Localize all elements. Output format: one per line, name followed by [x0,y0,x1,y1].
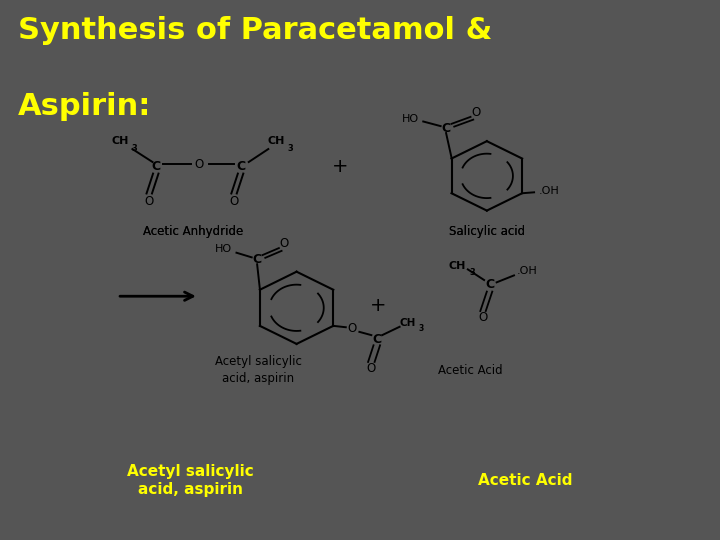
Text: CH: CH [111,136,129,146]
Text: CH: CH [400,318,416,328]
Text: CH: CH [267,136,284,146]
Text: .OH: .OH [517,266,538,276]
Text: O: O [348,322,357,335]
Text: 3: 3 [288,144,294,153]
Text: C: C [372,333,382,346]
Text: Salicylic acid: Salicylic acid [449,225,525,238]
Text: +: + [370,296,387,315]
Text: C: C [441,122,451,135]
Text: Acetic Anhydride: Acetic Anhydride [143,225,243,238]
Text: C: C [485,278,494,291]
Text: O: O [279,237,289,250]
Text: 3: 3 [132,144,138,153]
Text: Acetyl salicylic
acid, aspirin: Acetyl salicylic acid, aspirin [127,464,254,497]
Text: O: O [472,106,481,119]
Text: 3: 3 [419,323,424,333]
Text: O: O [194,158,203,171]
Text: O: O [366,362,376,375]
Text: Acetic Acid: Acetic Acid [438,364,503,377]
Text: C: C [152,160,161,173]
Text: Acetic Acid: Acetic Acid [478,473,573,488]
Text: C: C [237,160,246,173]
Text: Acetic Anhydride: Acetic Anhydride [143,225,243,238]
Text: 3: 3 [469,268,475,276]
Text: Synthesis of Paracetamol &: Synthesis of Paracetamol & [18,16,492,45]
Text: O: O [478,312,487,325]
Text: +: + [332,157,348,176]
Text: .OH: .OH [539,186,559,196]
Text: C: C [253,253,261,266]
Text: Salicylic acid: Salicylic acid [449,225,525,238]
Text: Acetyl salicylic
acid, aspirin: Acetyl salicylic acid, aspirin [215,355,302,385]
Text: HO: HO [215,245,232,254]
Text: O: O [229,195,238,208]
Text: HO: HO [402,114,419,124]
Text: CH: CH [449,261,466,271]
Text: O: O [144,195,153,208]
Text: Aspirin:: Aspirin: [18,92,151,121]
